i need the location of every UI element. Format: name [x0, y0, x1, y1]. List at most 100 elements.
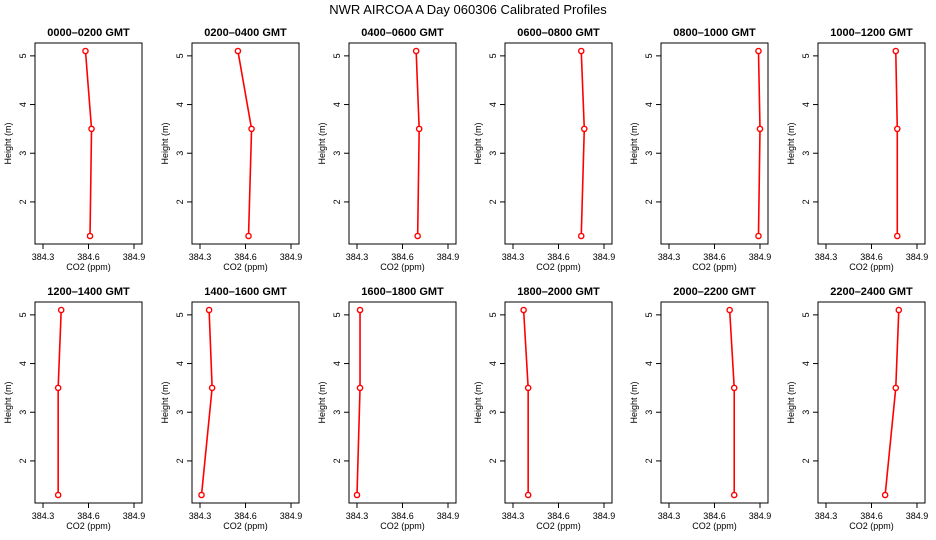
panel-10: 1800–2000 GMT 384.3 384.6 384.9 CO2 (ppm) 2 3 4…: [473, 286, 615, 531]
x-tick-label: 384.9: [123, 511, 146, 521]
data-point: [524, 384, 532, 392]
x-axis-label: CO2 (ppm): [536, 521, 581, 531]
panel-9: 1600–1800 GMT 384.3 384.6 384.9 CO2 (ppm) 2 3 4…: [317, 286, 459, 531]
y-tick-label: 2: [644, 458, 654, 463]
y-tick-label: 5: [332, 53, 342, 58]
data-point: [245, 232, 252, 240]
y-tick-label: 3: [644, 151, 654, 156]
plot-frame: [348, 42, 457, 245]
y-axis-label: Height (m): [317, 381, 327, 423]
data-point: [57, 306, 65, 314]
x-tick-label: 384.3: [658, 252, 681, 262]
x-tick-label: 384.3: [658, 511, 681, 521]
x-tick-label: 384.9: [749, 511, 772, 521]
panel-title: 1800–2000 GMT: [517, 286, 600, 298]
x-tick-label: 384.3: [32, 511, 55, 521]
data-point: [755, 47, 762, 55]
y-axis-label: Height (m): [629, 122, 639, 164]
y-axis-label: Height (m): [160, 122, 170, 164]
plot-frame: [660, 42, 769, 245]
data-point: [234, 47, 242, 55]
y-axis-label: Height (m): [629, 381, 639, 423]
y-tick-label: 2: [175, 199, 185, 204]
data-point: [577, 232, 585, 240]
panel-1: 0000–0200 GMT 384.3 384.6 384.9 CO2 (ppm) 2 3 4…: [3, 27, 145, 272]
x-tick-label: 384.9: [593, 252, 616, 262]
x-tick-label: 384.3: [815, 252, 838, 262]
data-point: [726, 306, 733, 314]
y-tick-label: 5: [488, 312, 498, 317]
y-tick-label: 5: [18, 312, 28, 317]
y-tick-label: 3: [644, 410, 654, 415]
panel-5: 0800–1000 GMT 384.3 384.6 384.9 CO2 (ppm) 2 3 4…: [629, 27, 771, 272]
y-axis-label: Height (m): [786, 381, 796, 423]
x-axis-label: CO2 (ppm): [223, 262, 268, 272]
x-tick-label: 384.6: [234, 511, 257, 521]
y-tick-label: 3: [488, 151, 498, 156]
x-axis-label: CO2 (ppm): [849, 262, 894, 272]
figure-title: NWR AIRCOA A Day 060306 Calibrated Profi…: [329, 2, 607, 17]
profile-line: [57, 309, 62, 495]
y-tick-label: 2: [644, 199, 654, 204]
profile-line: [580, 50, 586, 237]
y-tick-label: 2: [332, 199, 342, 204]
x-tick-label: 384.6: [703, 252, 726, 262]
panel-title: 0800–1000 GMT: [673, 27, 756, 39]
panel-12: 2200–2400 GMT 384.3 384.6 384.9 CO2 (ppm) 2 3 4…: [786, 286, 928, 531]
panel-title: 1400–1600 GMT: [204, 286, 287, 298]
panel-title: 0000–0200 GMT: [47, 27, 130, 39]
panel-11: 2000–2200 GMT 384.3 384.6 384.9 CO2 (ppm) 2 3 4…: [629, 286, 771, 531]
panel-3: 0400–0600 GMT 384.3 384.6 384.9 CO2 (ppm) 2 3 4…: [317, 27, 459, 272]
data-point: [415, 125, 423, 133]
x-tick-label: 384.6: [703, 511, 726, 521]
y-tick-label: 4: [18, 102, 28, 107]
y-tick-label: 5: [175, 312, 185, 317]
x-axis-label: CO2 (ppm): [380, 521, 425, 531]
data-point: [577, 47, 585, 55]
y-axis-label: Height (m): [317, 122, 327, 164]
x-axis-label: CO2 (ppm): [849, 521, 894, 531]
y-tick-label: 2: [488, 458, 498, 463]
plot-frame: [504, 301, 613, 504]
x-tick-label: 384.3: [32, 252, 55, 262]
y-tick-label: 2: [801, 458, 811, 463]
y-tick-label: 4: [175, 102, 185, 107]
panel-title: 0600–0800 GMT: [517, 27, 600, 39]
data-point: [892, 47, 900, 55]
plot-frame: [191, 42, 300, 245]
panel-2: 0200–0400 GMT 384.3 384.6 384.9 CO2 (ppm) 2 3 4…: [160, 27, 302, 272]
data-point: [414, 232, 421, 240]
panel-title: 1000–1200 GMT: [830, 27, 913, 39]
data-point: [82, 47, 89, 55]
data-point: [54, 491, 62, 499]
profile-line: [237, 50, 253, 237]
y-tick-label: 5: [332, 312, 342, 317]
data-point: [198, 491, 205, 499]
data-point: [356, 384, 364, 392]
x-tick-label: 384.9: [280, 511, 303, 521]
data-point: [893, 125, 901, 133]
x-tick-label: 384.9: [437, 511, 460, 521]
y-tick-label: 2: [801, 199, 811, 204]
plot-frame: [34, 301, 143, 504]
y-tick-label: 2: [175, 458, 185, 463]
x-tick-label: 384.9: [123, 252, 146, 262]
profile-line: [757, 50, 761, 237]
profile-line: [356, 310, 361, 496]
data-point: [756, 125, 764, 133]
x-tick-label: 384.3: [346, 511, 369, 521]
x-tick-label: 384.9: [593, 511, 616, 521]
x-tick-label: 384.6: [77, 511, 100, 521]
x-axis-label: CO2 (ppm): [66, 262, 111, 272]
profile-line: [84, 50, 93, 237]
x-tick-label: 384.3: [502, 511, 525, 521]
panel-title: 0200–0400 GMT: [204, 27, 287, 39]
data-point: [208, 384, 216, 392]
x-tick-label: 384.3: [346, 252, 369, 262]
x-tick-label: 384.6: [234, 252, 257, 262]
x-tick-label: 384.3: [502, 252, 525, 262]
y-tick-label: 4: [801, 102, 811, 107]
y-tick-label: 4: [332, 102, 342, 107]
y-tick-label: 4: [175, 361, 185, 366]
